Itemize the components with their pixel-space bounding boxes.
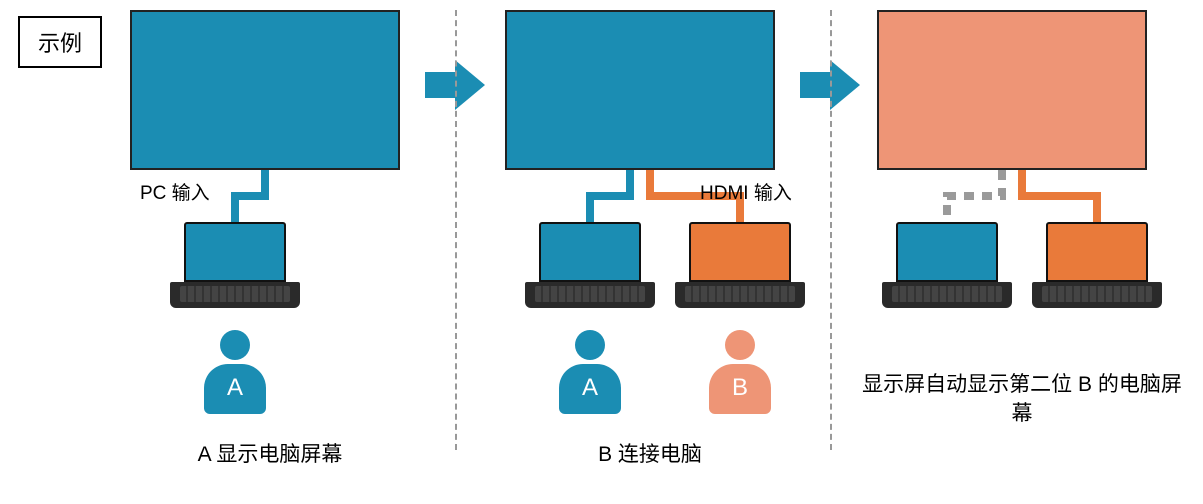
laptop-b-3: [1032, 222, 1162, 317]
laptop-a-1: [170, 222, 300, 317]
user-a-letter-2: A: [559, 374, 621, 402]
example-label: 示例: [18, 16, 102, 68]
divider-2: [830, 10, 832, 450]
user-b-2: B: [705, 330, 775, 415]
panel-2: HDMI 输入 A B B 连接电脑: [490, 10, 825, 490]
laptop-a-3: [882, 222, 1012, 317]
cable-label-hdmi: HDMI 输入: [700, 178, 792, 205]
caption-1: A 显示电脑屏幕: [140, 440, 400, 469]
divider-1: [455, 10, 457, 450]
cable-orange-3: [862, 10, 1197, 240]
panel-3: 显示屏自动显示第二位 B 的电脑屏幕: [862, 10, 1197, 490]
user-a-2: A: [555, 330, 625, 415]
cable-label-pc: PC 输入: [140, 178, 210, 205]
laptop-b-2: [675, 222, 805, 317]
cable-orange-2: [490, 10, 825, 240]
cable-pc: [120, 10, 420, 240]
panel-1: PC 输入 A A 显示电脑屏幕: [120, 10, 420, 490]
laptop-a-2: [525, 222, 655, 317]
user-a-1: A: [200, 330, 270, 415]
user-a-letter-1: A: [204, 374, 266, 402]
caption-3: 显示屏自动显示第二位 B 的电脑屏幕: [852, 370, 1192, 429]
caption-2: B 连接电脑: [520, 440, 780, 469]
user-b-letter-2: B: [709, 374, 771, 402]
